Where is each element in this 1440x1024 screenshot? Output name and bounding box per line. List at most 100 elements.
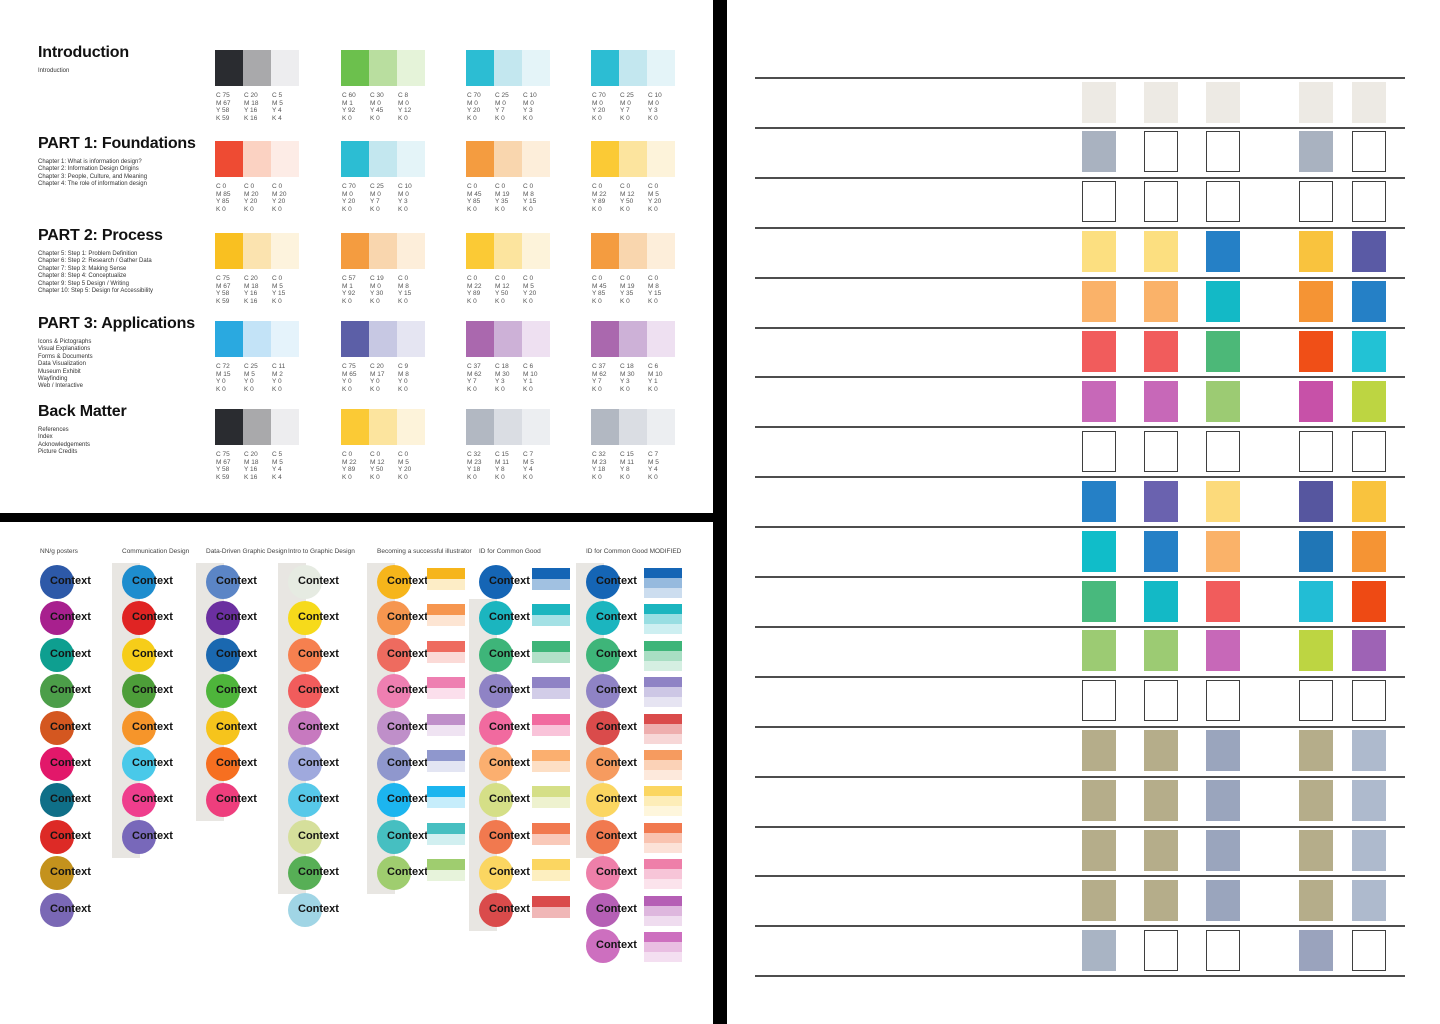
cmyk-line: K 16 [244,297,258,305]
cmyk-line: C 25 [495,92,509,99]
cmyk-line: M 1 [342,282,353,290]
cmyk-line: C 37 [467,363,481,370]
chapter-color-swatch [1144,780,1178,822]
context-label: Context [132,611,173,624]
context-label: Context [387,647,428,660]
section-item: Web / Interactive [38,383,83,390]
palette-preview-rect [427,822,465,845]
palette-swatch [522,321,550,357]
palette-swatch [522,409,550,445]
chapter-color-swatch [1206,380,1240,422]
cmyk-line: C 15 [620,451,634,458]
chapter-color-swatch-empty [1144,181,1178,223]
palette-preview-rect [427,859,465,882]
chapter-color-swatch [1299,380,1333,422]
cmyk-line: K 0 [620,297,630,305]
section-title: Introduction [38,44,129,61]
section-item: Chapter 2: Information Design Origins [38,166,139,173]
context-circle [479,856,513,891]
cmyk-line: K 0 [620,114,630,122]
palette-swatch [647,233,675,269]
cmyk-line: K 0 [370,114,380,122]
chapter-color-swatch [1082,530,1116,572]
context-circle [122,674,156,709]
chapter-color-swatch [1352,331,1386,372]
palette-preview-band [532,724,570,736]
palette-preview-band [532,568,570,579]
context-circles-panel: NN/g posters Context Context Context Context… [0,522,713,1024]
palette-preview-band [644,604,682,615]
cmyk-line: K 0 [398,473,408,481]
palette-swatch [494,233,522,269]
palette-swatch [397,409,425,445]
section-item: Introduction [38,68,70,74]
cmyk-line: C 7 [523,451,534,458]
palette-preview-band [532,822,570,834]
cmyk-line: M 19 [495,190,510,198]
palette-preview-band [427,615,465,627]
palette-preview-band [532,688,570,700]
chapter-color-swatch [1299,580,1333,622]
cmyk-line: M 85 [216,190,231,198]
chapter-color-swatch [1206,730,1240,772]
palette-preview-rect [532,822,570,845]
cmyk-line: Y 58 [216,466,230,474]
palette-swatch [271,233,299,269]
palette-preview-band [644,578,682,588]
cmyk-line: Y 20 [244,198,258,206]
cmyk-line: C 75 [216,275,230,282]
cmyk-line: C 60 [342,92,356,99]
context-label: Context [50,902,91,915]
context-circle [586,819,620,854]
chapter-color-swatch [1144,380,1178,422]
cmyk-line: Y 35 [495,198,509,206]
chapter-color-swatch [1299,879,1333,921]
section-item: Acknowledgements [38,441,91,448]
cmyk-line: C 0 [272,183,283,190]
palette-preview-rect [427,640,465,663]
section-item: Chapter 1: What is information design? [38,159,142,165]
cmyk-line: K 0 [648,297,658,305]
cmyk-line: M 5 [648,458,659,466]
cmyk-line: C 70 [467,92,481,99]
chapter-color-swatch [1352,380,1386,422]
palette-preview-band [644,660,682,671]
palette-swatch [271,321,299,357]
palette-swatch [369,409,397,445]
context-label: Context [216,684,257,697]
cmyk-line: K 0 [467,205,477,213]
cmyk-line: C 20 [370,363,384,370]
cmyk-line: M 12 [370,458,385,466]
palette-swatch [494,409,522,445]
context-circle [40,783,74,818]
cmyk-line: Y 18 [592,466,606,474]
palette-preview-band [427,833,465,845]
cmyk-line: C 30 [370,92,384,99]
cmyk-line: Y 4 [648,466,658,474]
cmyk-line: K 0 [370,473,380,481]
context-label: Context [50,720,91,733]
cmyk-line: C 20 [244,275,258,282]
section-item: References [38,427,69,433]
cmyk-line: K 0 [620,385,630,393]
context-label: Context [489,829,530,842]
cmyk-line: Y 20 [342,198,356,206]
palette-swatch [522,50,550,86]
chapter-color-swatch [1144,830,1178,871]
palette-preview-band [644,588,682,598]
context-label: Context [50,575,91,587]
palette-preview-band [532,906,570,918]
cmyk-line: K 0 [620,205,630,213]
chapter-color-swatch [1082,879,1116,921]
palette-preview-band [427,797,465,809]
chapter-color-swatch [1082,331,1116,372]
palette-preview-rect [427,677,465,700]
cmyk-line: C 72 [216,363,230,370]
palette-swatch [494,141,522,177]
context-label: Context [132,647,173,660]
